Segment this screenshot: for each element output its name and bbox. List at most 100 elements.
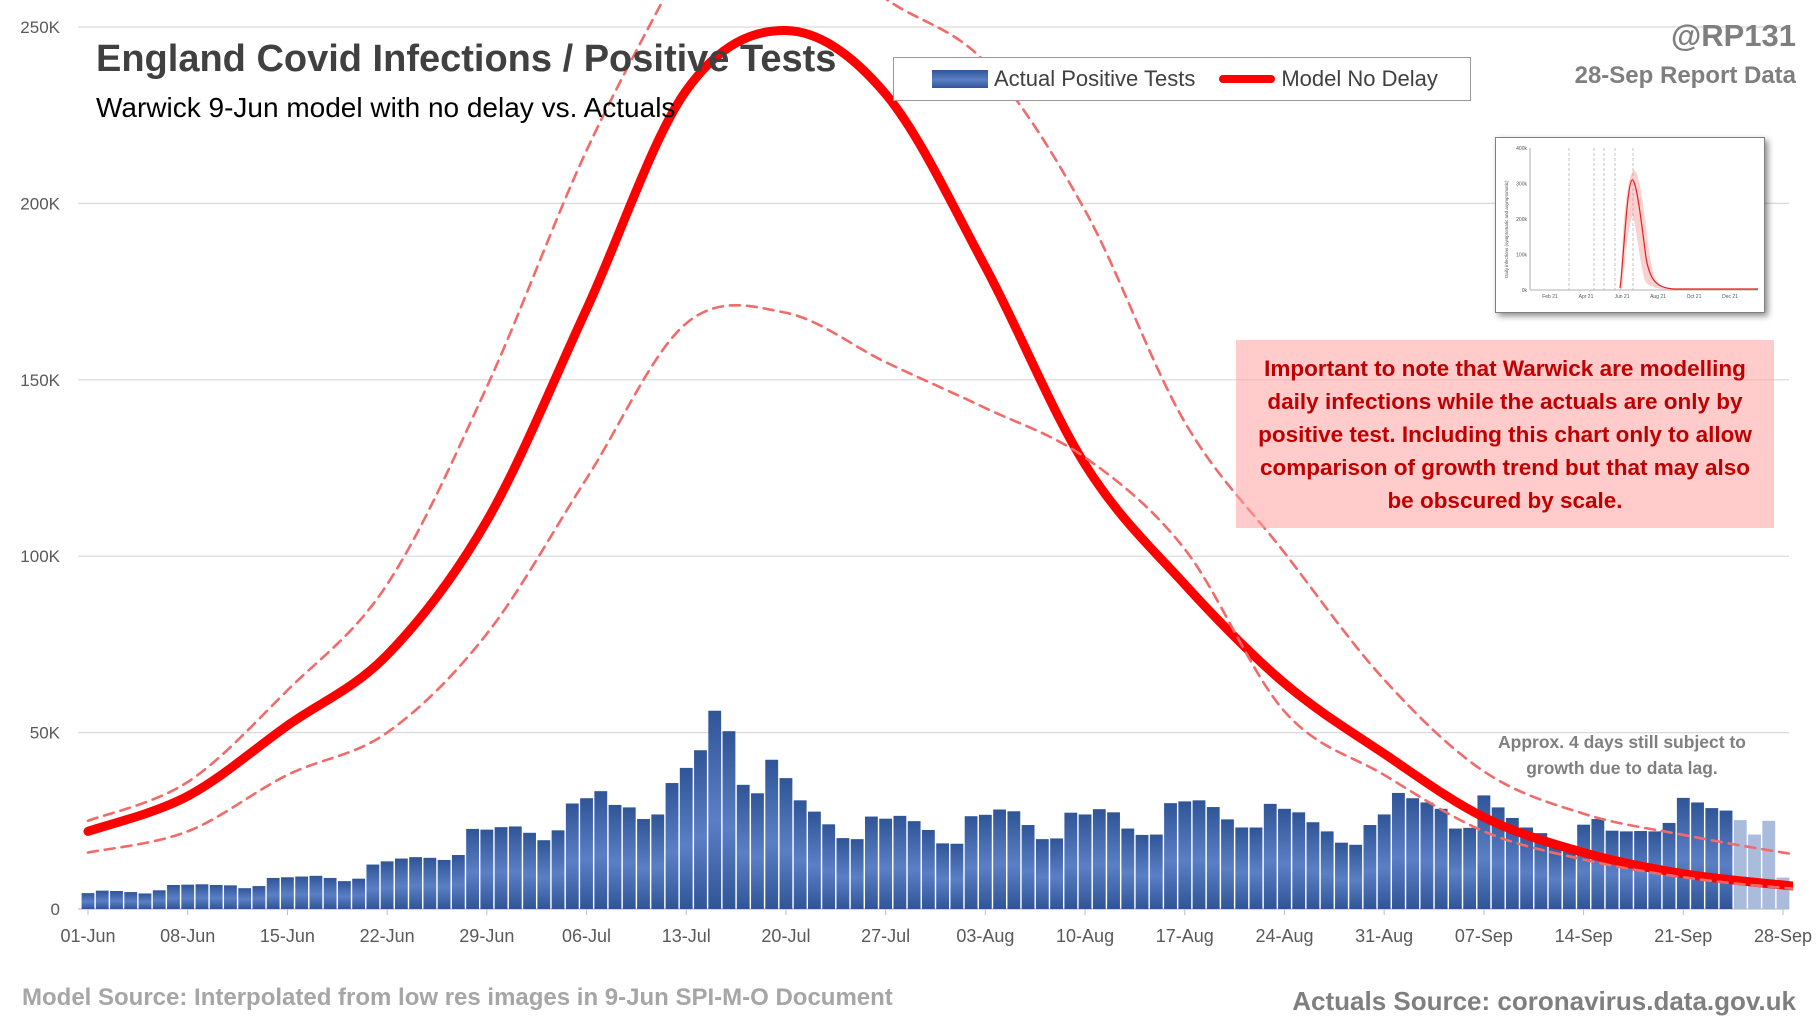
bar (651, 814, 665, 909)
bar (850, 839, 864, 909)
thumb-x-tick: Oct 21 (1687, 294, 1702, 300)
bar (1021, 825, 1035, 909)
bar (1392, 792, 1405, 909)
bar (1762, 820, 1776, 909)
bar (523, 832, 536, 909)
bar (466, 828, 479, 909)
model-lines (83, 0, 1793, 891)
bar (836, 838, 850, 909)
bar (1278, 808, 1291, 909)
bar (1463, 827, 1477, 909)
bar (1206, 807, 1220, 909)
x-tick-label: 28-Sep (1754, 926, 1812, 946)
y-tick-label: 150K (20, 371, 60, 390)
bar (1448, 828, 1462, 909)
bar (1263, 803, 1277, 909)
bar (893, 815, 907, 909)
bar (181, 884, 195, 909)
bar (808, 811, 821, 909)
bar (1534, 833, 1548, 909)
thumb-y-tick: 200k (1516, 217, 1527, 223)
important-note: Important to note that Warwick are model… (1236, 340, 1774, 528)
x-tick-label: 06-Jul (562, 926, 611, 946)
bar (964, 816, 978, 909)
bar (608, 804, 622, 909)
bar (1691, 802, 1704, 909)
bar (1221, 819, 1234, 909)
bar (1235, 827, 1249, 909)
bar (708, 710, 722, 909)
bar (1007, 811, 1021, 909)
model-source: Model Source: Interpolated from low res … (22, 984, 893, 1011)
bar (779, 778, 793, 909)
legend-line-swatch-icon (1219, 75, 1276, 83)
bar (380, 861, 394, 909)
bar (1733, 820, 1747, 909)
author-handle: @RP131 (1670, 18, 1796, 53)
legend-item-model: Model No Delay (1219, 66, 1438, 92)
bar (1135, 834, 1149, 909)
bar (138, 893, 152, 909)
x-tick-label: 29-Jun (459, 926, 514, 946)
data-lag-note: Approx. 4 days still subject to growth d… (1498, 732, 1746, 778)
bar (394, 858, 408, 909)
thumb-x-tick: Jun 21 (1614, 294, 1629, 300)
bar (1406, 798, 1420, 909)
x-tick-label: 22-Jun (360, 926, 415, 946)
bar (551, 830, 565, 909)
x-tick-label: 31-Aug (1355, 926, 1413, 946)
x-tick-label: 03-Aug (956, 926, 1014, 946)
bar (437, 859, 451, 909)
bar (879, 818, 893, 909)
bar (1562, 846, 1576, 909)
bar (1349, 844, 1363, 909)
y-axis-ticks: 0 50K 100K 150K 200K 250K (20, 18, 60, 919)
chart-legend: Actual Positive Tests Model No Delay (893, 57, 1471, 101)
legend-bar-swatch-icon (932, 70, 988, 88)
legend-item-actual: Actual Positive Tests (932, 66, 1195, 92)
bar (266, 877, 280, 909)
bar (537, 840, 551, 909)
warwick-model-thumbnail-icon: 400k 300k 200k 100k 0k Feb 21 Apr 21 Jun 21 Aug … (1495, 137, 1765, 313)
x-tick-label: 24-Aug (1255, 926, 1313, 946)
bar (323, 877, 337, 909)
bar (238, 888, 252, 909)
bar (950, 843, 964, 909)
bar (622, 807, 636, 909)
chart-subtitle: Warwick 9-Jun model with no delay vs. Ac… (96, 92, 676, 123)
bar (1705, 808, 1719, 909)
thumb-x-tick: Aug 21 (1650, 294, 1666, 300)
bar (793, 800, 807, 909)
bar (1306, 822, 1320, 909)
bar (224, 885, 237, 909)
bar (1548, 843, 1562, 909)
x-tick-label: 27-Jul (861, 926, 910, 946)
bar (1064, 812, 1078, 909)
bar (580, 798, 593, 909)
bar (337, 881, 351, 909)
bar (736, 784, 750, 909)
thumb-x-tick: Dec 21 (1722, 294, 1738, 300)
bar (1377, 814, 1391, 909)
legend-label-actual: Actual Positive Tests (994, 66, 1196, 91)
bar (1092, 809, 1106, 909)
bar (1178, 801, 1192, 909)
bar (1520, 827, 1534, 909)
bar (665, 783, 679, 909)
bar (352, 878, 366, 909)
bar (1149, 834, 1163, 909)
bar (110, 891, 123, 909)
bar (594, 791, 608, 909)
bar (722, 731, 736, 909)
x-tick-label: 13-Jul (662, 926, 711, 946)
bar (921, 829, 935, 909)
thumb-y-tick: 300k (1516, 182, 1527, 188)
bar (124, 892, 138, 909)
thumb-x-tick: Apr 21 (1579, 294, 1594, 300)
bar (993, 809, 1007, 909)
bar (295, 876, 309, 909)
bar (309, 875, 323, 909)
bar (907, 821, 921, 909)
actuals-source: Actuals Source: coronavirus.data.gov.uk (1292, 986, 1796, 1016)
x-tick-label: 15-Jun (260, 926, 315, 946)
